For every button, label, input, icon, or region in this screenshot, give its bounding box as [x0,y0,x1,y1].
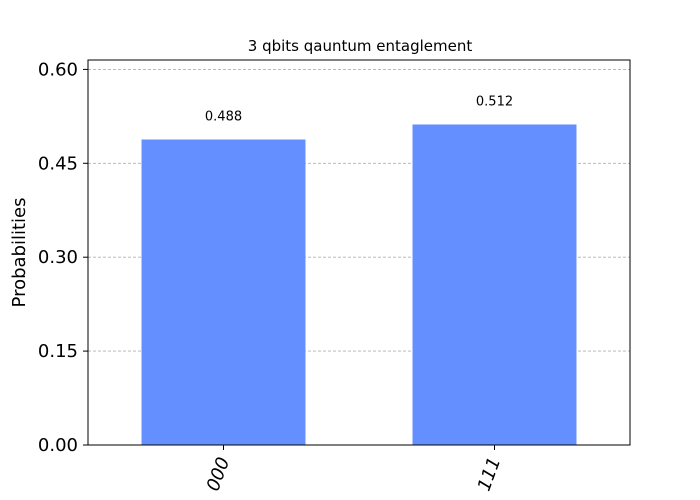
bar-111 [412,124,577,445]
y-tick-label: 0.30 [38,247,78,268]
data-label-000: 0.488 [205,110,242,125]
y-tick-label: 0.15 [38,341,78,362]
data-labels: 0.488 0.512 [205,94,513,124]
y-tick-label: 0.60 [38,59,78,80]
bars [141,124,577,445]
y-axis-label: Probabilities [9,198,30,308]
y-tick-label: 0.45 [38,153,78,174]
x-tick-label: 111 [474,455,505,494]
y-tick-label: 0.00 [38,435,78,456]
x-axis-ticks: 000 111 [203,445,505,494]
x-tick-label: 000 [203,455,234,494]
y-axis-ticks: 0.00 0.15 0.30 0.45 0.60 [38,59,88,456]
chart-title: 3 qbits qauntum entaglement [248,37,473,55]
bar-000 [141,139,306,445]
data-label-111: 0.512 [476,94,513,109]
plot-frame [87,59,631,446]
